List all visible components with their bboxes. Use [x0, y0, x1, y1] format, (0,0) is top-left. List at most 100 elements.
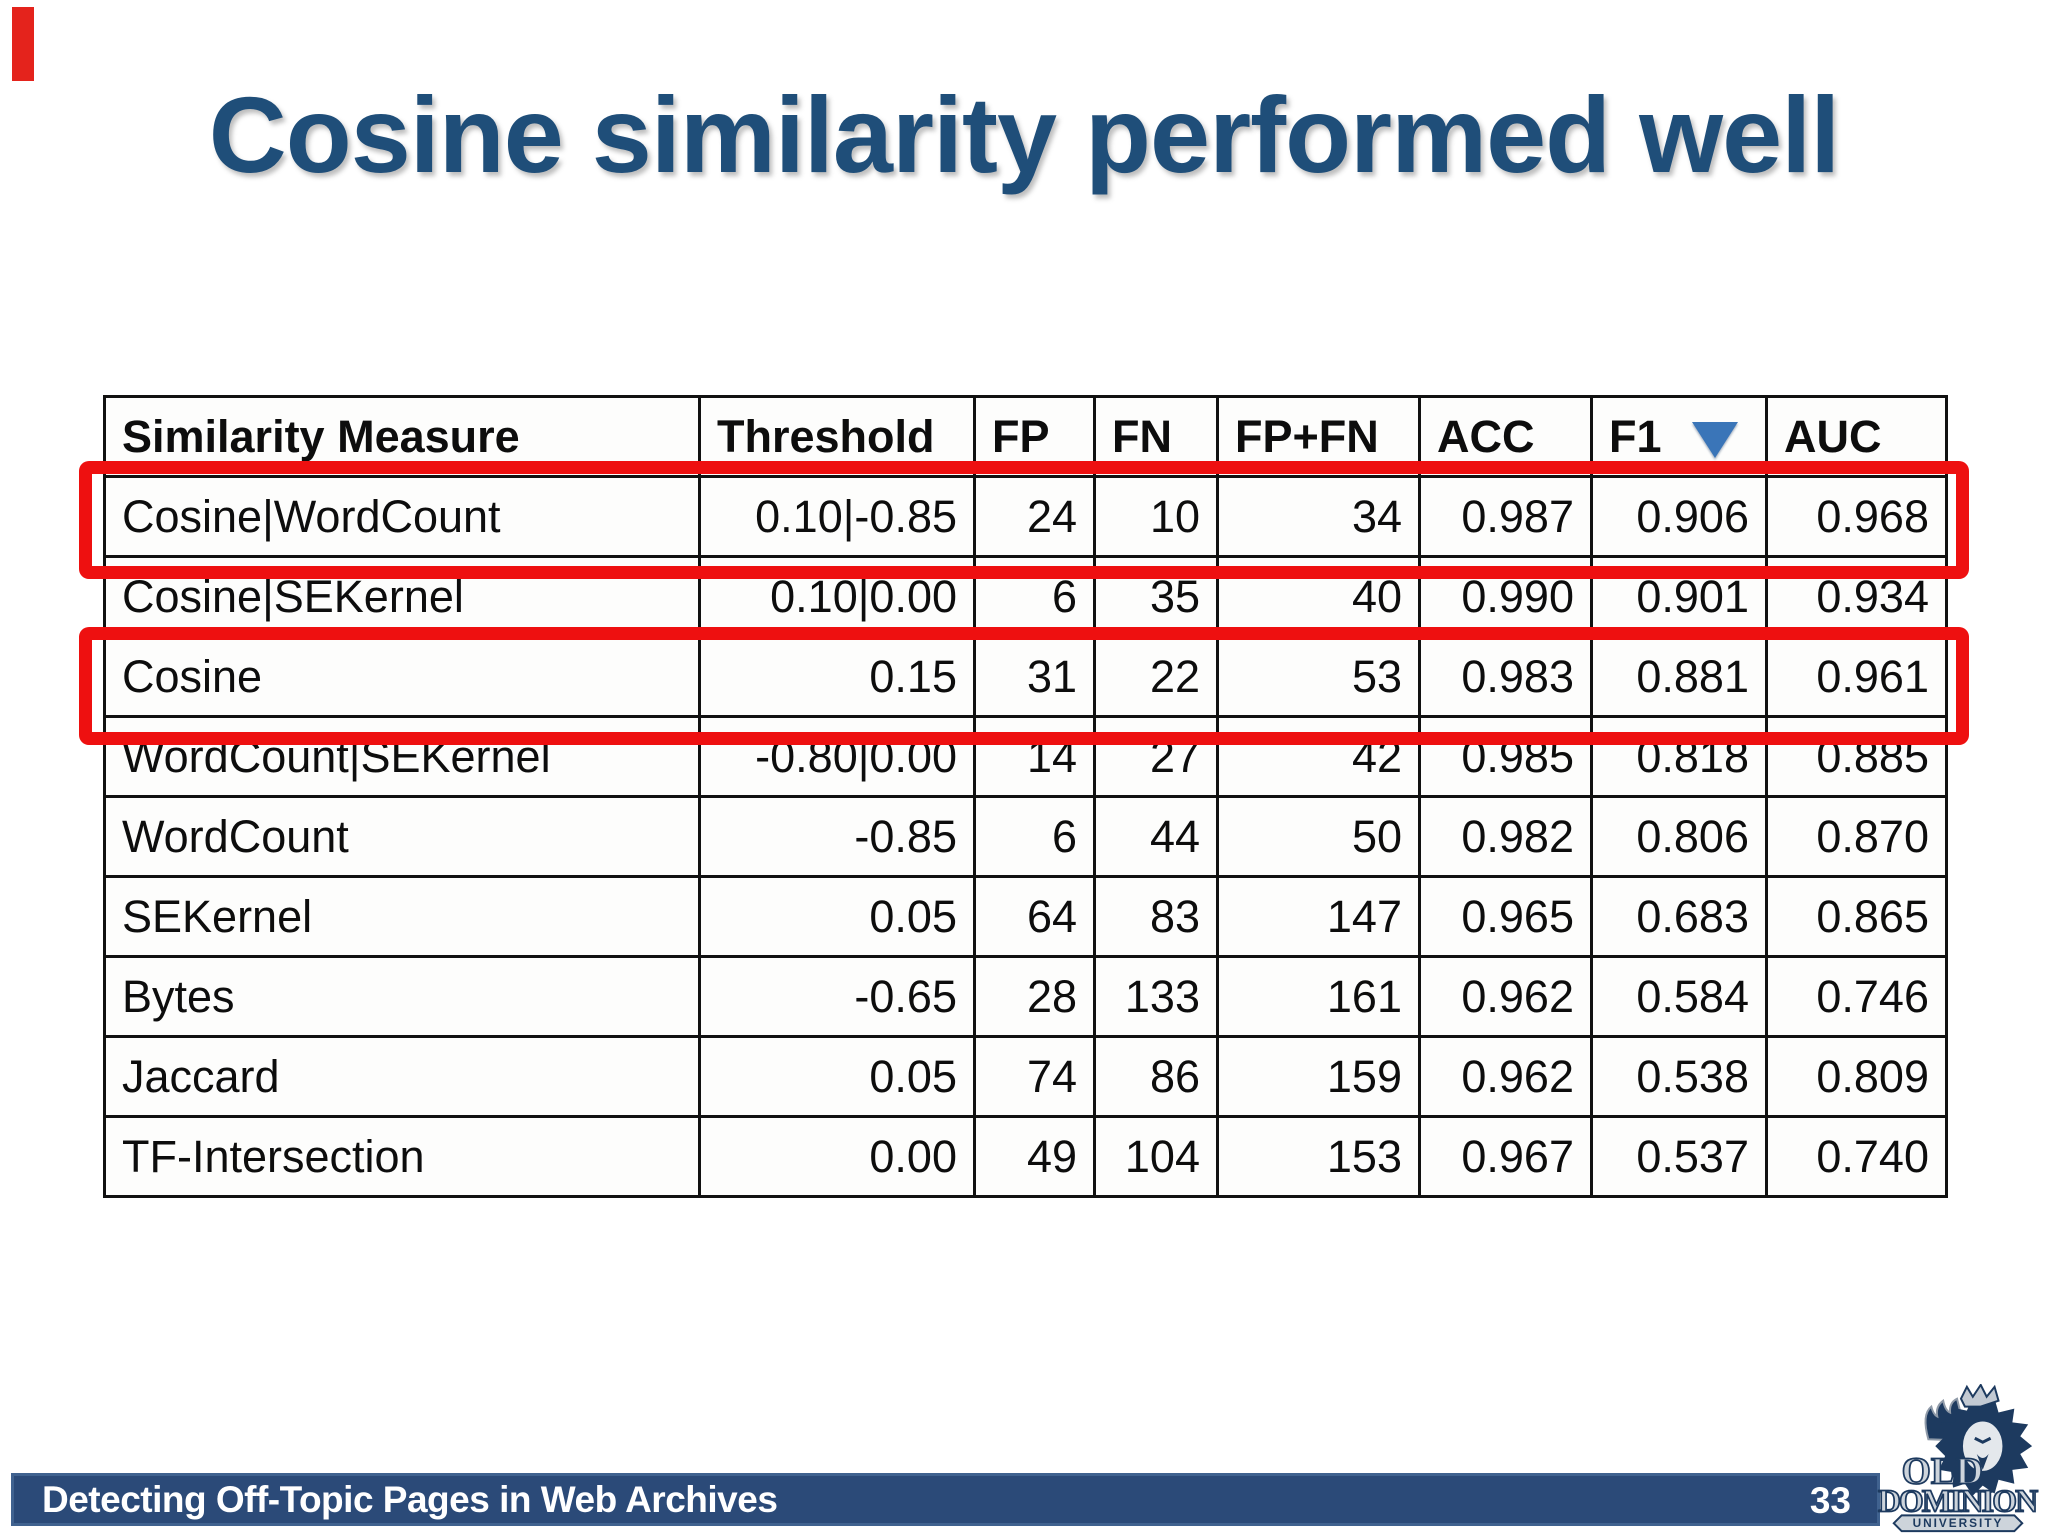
sort-descending-icon	[1691, 421, 1738, 458]
column-header-auc: AUC	[1765, 395, 1948, 478]
value-cell: 0.962	[1418, 955, 1593, 1038]
value-cell: 24	[973, 475, 1096, 558]
value-cell: 0.740	[1765, 1115, 1948, 1198]
value-cell: 0.967	[1418, 1115, 1593, 1198]
lion-face-shape	[1960, 1419, 2005, 1473]
similarity-measure-cell: SEKernel	[103, 875, 701, 958]
similarity-measure-cell: Cosine	[103, 635, 701, 718]
logo-text-old: OLD	[1902, 1452, 1983, 1493]
value-cell: 0.537	[1590, 1115, 1768, 1198]
logo-text-university: UNIVERSITY	[1913, 1516, 2004, 1530]
column-header-threshold: Threshold	[698, 395, 976, 478]
value-cell: 53	[1216, 635, 1421, 718]
table-row: Bytes -0.65 28 133 161 0.962 0.584 0.746	[103, 955, 1948, 1038]
results-table-container: Similarity Measure Threshold FP FN FP+FN ACC F…	[79, 395, 1969, 1198]
value-cell: 6	[973, 795, 1096, 878]
value-cell: 0.05	[698, 875, 976, 958]
value-cell: 0.901	[1590, 555, 1768, 638]
column-header-label: FP	[992, 410, 1050, 462]
value-cell: 0.990	[1418, 555, 1593, 638]
table-row: Jaccard 0.05 74 86 159 0.962 0.538 0.809	[103, 1035, 1948, 1118]
results-table: Similarity Measure Threshold FP FN FP+FN ACC F…	[103, 395, 1948, 1198]
value-cell: 0.809	[1765, 1035, 1948, 1118]
value-cell: 27	[1093, 715, 1219, 798]
value-cell: 147	[1216, 875, 1421, 958]
table-header-row: Similarity Measure Threshold FP FN FP+FN ACC F…	[103, 395, 1948, 478]
slide-title: Cosine similarity performed well	[208, 74, 1841, 195]
value-cell: 0.987	[1418, 475, 1593, 558]
similarity-measure-cell: WordCount|SEKernel	[103, 715, 701, 798]
column-header-f1: F1	[1590, 395, 1768, 478]
value-cell: -0.80|0.00	[698, 715, 976, 798]
table-row: WordCount -0.85 6 44 50 0.982 0.806 0.870	[103, 795, 1948, 878]
column-header-label: Similarity Measure	[122, 410, 520, 462]
red-corner-mark	[12, 7, 34, 81]
value-cell: 6	[973, 555, 1096, 638]
value-cell: 35	[1093, 555, 1219, 638]
value-cell: 34	[1216, 475, 1421, 558]
column-header-label: ACC	[1437, 410, 1535, 462]
value-cell: 49	[973, 1115, 1096, 1198]
value-cell: 31	[973, 635, 1096, 718]
value-cell: 14	[973, 715, 1096, 798]
column-header-similarity-measure: Similarity Measure	[103, 395, 701, 478]
value-cell: 0.870	[1765, 795, 1948, 878]
value-cell: -0.65	[698, 955, 976, 1038]
table-row: WordCount|SEKernel -0.80|0.00 14 27 42 0.985 0…	[103, 715, 1948, 798]
logo-banner-ribbon	[1892, 1514, 2024, 1533]
page-number: 33	[1809, 1480, 1851, 1521]
column-header-fp: FP	[973, 395, 1096, 478]
odu-logo: OLD DOMINION UNIVERSITY	[1874, 1382, 2042, 1534]
value-cell: 0.965	[1418, 875, 1593, 958]
value-cell: 133	[1093, 955, 1219, 1038]
value-cell: 0.00	[698, 1115, 976, 1198]
value-cell: 0.683	[1590, 875, 1768, 958]
value-cell: 0.881	[1590, 635, 1768, 718]
logo-text-dominion: DOMINION	[1878, 1483, 2038, 1518]
value-cell: 0.983	[1418, 635, 1593, 718]
column-header-label: FN	[1112, 410, 1172, 462]
value-cell: 40	[1216, 555, 1421, 638]
value-cell: 0.538	[1590, 1035, 1768, 1118]
crown-icon	[1959, 1382, 2000, 1408]
value-cell: 50	[1216, 795, 1421, 878]
value-cell: 42	[1216, 715, 1421, 798]
column-header-label: Threshold	[717, 410, 935, 462]
value-cell: 0.05	[698, 1035, 976, 1118]
column-header-acc: ACC	[1418, 395, 1593, 478]
column-header-label: F1	[1609, 410, 1662, 462]
value-cell: 0.968	[1765, 475, 1948, 558]
value-cell: 0.982	[1418, 795, 1593, 878]
value-cell: 28	[973, 955, 1096, 1038]
column-header-label: AUC	[1784, 410, 1882, 462]
value-cell: 0.10|-0.85	[698, 475, 976, 558]
value-cell: 0.584	[1590, 955, 1768, 1038]
similarity-measure-cell: Cosine|SEKernel	[103, 555, 701, 638]
similarity-measure-cell: Jaccard	[103, 1035, 701, 1118]
footer-bar: Detecting Off-Topic Pages in Web Archive…	[11, 1473, 1880, 1526]
value-cell: 0.961	[1765, 635, 1948, 718]
value-cell: 0.962	[1418, 1035, 1593, 1118]
value-cell: 0.746	[1765, 955, 1948, 1038]
value-cell: 0.985	[1418, 715, 1593, 798]
value-cell: 0.15	[698, 635, 976, 718]
value-cell: 74	[973, 1035, 1096, 1118]
table-row: SEKernel 0.05 64 83 147 0.965 0.683 0.865	[103, 875, 1948, 958]
value-cell: 0.10|0.00	[698, 555, 976, 638]
value-cell: 44	[1093, 795, 1219, 878]
value-cell: 10	[1093, 475, 1219, 558]
value-cell: 0.865	[1765, 875, 1948, 958]
value-cell: 0.818	[1590, 715, 1768, 798]
similarity-measure-cell: Cosine|WordCount	[103, 475, 701, 558]
column-header-fn: FN	[1093, 395, 1219, 478]
value-cell: 0.906	[1590, 475, 1768, 558]
value-cell: 86	[1093, 1035, 1219, 1118]
similarity-measure-cell: TF-Intersection	[103, 1115, 701, 1198]
similarity-measure-cell: WordCount	[103, 795, 701, 878]
value-cell: 64	[973, 875, 1096, 958]
value-cell: 159	[1216, 1035, 1421, 1118]
table-row: Cosine|SEKernel 0.10|0.00 6 35 40 0.990 0.901 0…	[103, 555, 1948, 638]
value-cell: 0.934	[1765, 555, 1948, 638]
value-cell: -0.85	[698, 795, 976, 878]
